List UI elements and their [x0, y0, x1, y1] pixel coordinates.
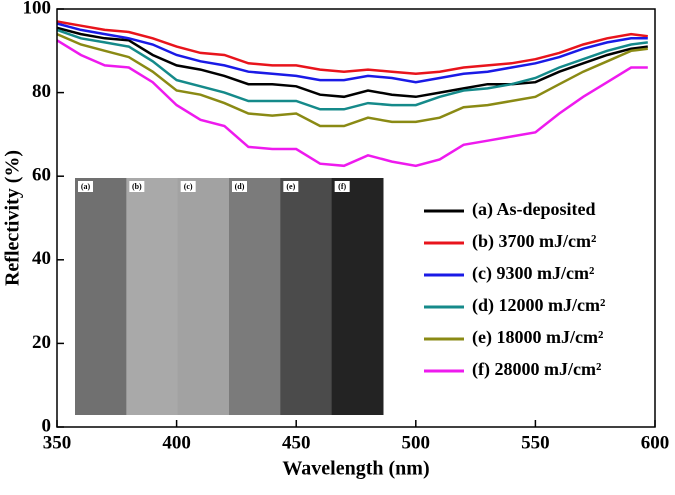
y-axis-title: Reflectivity (%) — [2, 150, 24, 286]
inset-label: (e) — [286, 182, 295, 191]
x-axis-title: Wavelength (nm) — [282, 458, 429, 480]
y-tick-label: 40 — [32, 248, 51, 269]
inset-panel — [331, 178, 384, 415]
inset-panel — [75, 178, 127, 415]
inset-panel — [126, 178, 179, 415]
inset-panel — [229, 178, 281, 415]
series-line — [56, 26, 648, 99]
inset-label-box — [334, 181, 350, 192]
series-line — [56, 20, 648, 76]
inset-panel — [280, 178, 333, 415]
inset-label: (b) — [132, 182, 142, 191]
legend-label: (f) 28000 mJ/cm² — [472, 359, 601, 380]
legend-label: (b) 3700 mJ/cm² — [472, 231, 596, 252]
inset-label-box — [180, 181, 196, 192]
inset-label-box — [232, 181, 247, 192]
x-tick-label: 450 — [282, 432, 311, 453]
legend-label: (c) 9300 mJ/cm² — [472, 263, 594, 284]
inset-label-box — [283, 181, 299, 192]
x-tick-label: 500 — [402, 432, 431, 453]
inset-label: (a) — [81, 182, 91, 191]
series-line — [56, 28, 648, 111]
y-tick-label: 0 — [42, 415, 52, 436]
x-tick-label: 350 — [43, 432, 72, 453]
legend-label: (a) As-deposited — [472, 199, 596, 220]
inset-panel — [177, 178, 230, 415]
legend-label: (e) 18000 mJ/cm² — [472, 327, 603, 348]
y-tick-label: 100 — [23, 0, 52, 18]
series-line — [56, 22, 648, 84]
inset-label: (c) — [184, 182, 193, 191]
plot-frame — [56, 8, 656, 428]
inset-label-box — [78, 181, 93, 192]
legend-label: (d) 12000 mJ/cm² — [472, 295, 605, 316]
x-tick-label: 600 — [641, 432, 670, 453]
y-tick-label: 20 — [32, 332, 51, 353]
y-tick-label: 80 — [32, 81, 51, 102]
inset-label-box — [129, 181, 145, 192]
y-tick-label: 60 — [32, 165, 51, 186]
x-tick-label: 550 — [521, 432, 550, 453]
series-line — [56, 39, 648, 168]
x-tick-label: 400 — [162, 432, 191, 453]
inset-label: (d) — [235, 182, 245, 191]
inset-label: (f) — [338, 182, 346, 191]
series-line — [56, 32, 648, 128]
